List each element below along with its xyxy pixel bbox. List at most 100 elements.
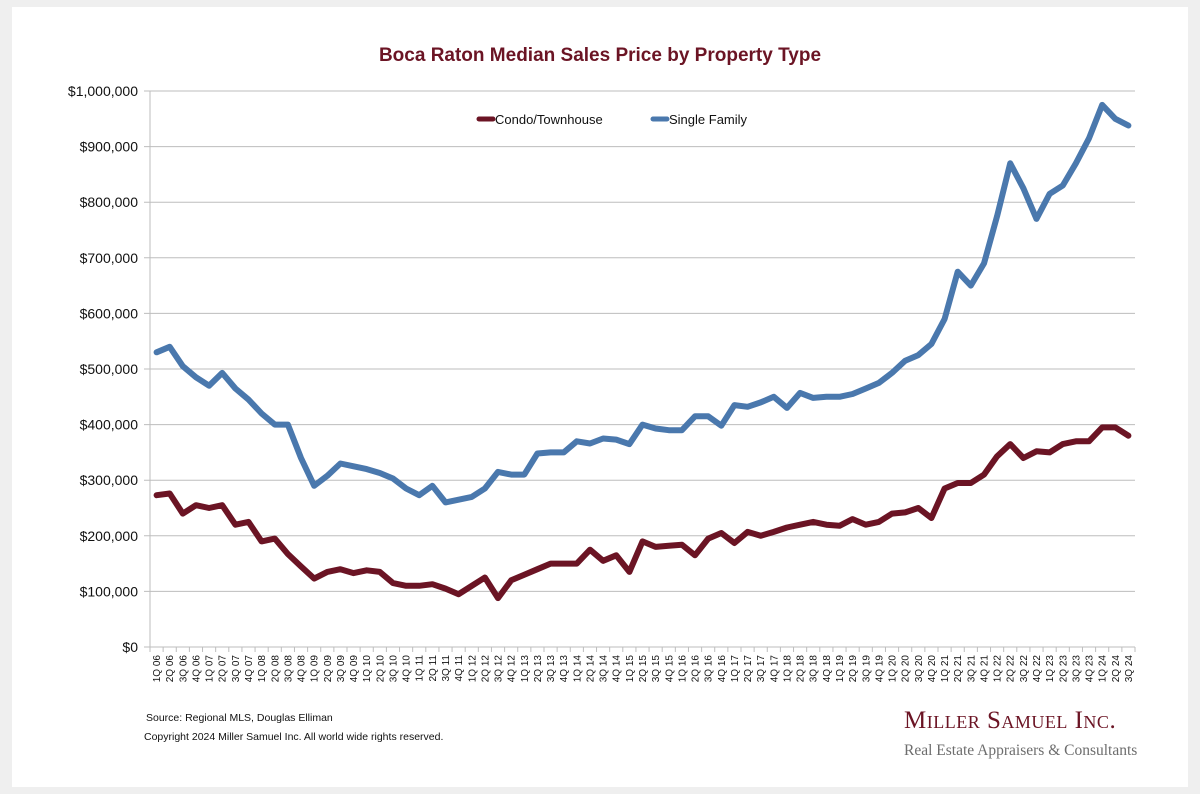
copyright-note: Copyright 2024 Miller Samuel Inc. All wo… — [144, 731, 444, 743]
x-tick-label: 1Q 20 — [888, 655, 899, 683]
x-tick-label: 4Q 07 — [244, 655, 255, 683]
x-tick-label: 4Q 19 — [874, 655, 885, 683]
x-tick-label: 2Q 21 — [953, 655, 964, 683]
x-tick-label: 1Q 23 — [1045, 655, 1056, 683]
x-tick-label: 4Q 18 — [822, 655, 833, 683]
x-tick-label: 4Q 16 — [717, 655, 728, 683]
x-tick-label: 2Q 20 — [901, 655, 912, 683]
x-tick-label: 2Q 11 — [428, 655, 439, 682]
x-tick-label: 3Q 24 — [1124, 655, 1135, 683]
y-tick-label: $100,000 — [80, 583, 139, 599]
x-tick-label: 1Q 13 — [520, 655, 531, 683]
x-tick-label: 4Q 15 — [664, 655, 675, 683]
x-tick-label: 2Q 17 — [743, 655, 754, 683]
legend-label: Single Family — [669, 112, 748, 127]
chart-frame — [12, 7, 1188, 787]
x-tick-label: 2Q 15 — [638, 655, 649, 683]
x-tick-label: 3Q 06 — [178, 655, 189, 683]
x-tick-label: 2Q 22 — [1006, 655, 1017, 683]
x-tick-label: 3Q 15 — [651, 655, 662, 683]
company-logo: Miller Samuel Inc. — [904, 707, 1117, 734]
legend-label: Condo/Townhouse — [495, 112, 603, 127]
x-tick-label: 4Q 23 — [1085, 655, 1096, 683]
x-tick-label: 2Q 10 — [375, 655, 386, 683]
source-note: Source: Regional MLS, Douglas Elliman — [146, 712, 333, 724]
gridlines — [144, 90, 1135, 648]
x-tick-label: 4Q 06 — [191, 655, 202, 683]
x-tick-label: 1Q 06 — [152, 655, 163, 683]
series-line-condo-townhouse — [153, 424, 1132, 602]
x-tick-label: 1Q 16 — [677, 655, 688, 683]
x-tick-label: 1Q 10 — [362, 655, 373, 683]
x-tick-label: 3Q 10 — [388, 655, 399, 683]
x-tick-label: 1Q 12 — [467, 655, 478, 683]
x-tick-label: 1Q 11 — [415, 655, 426, 682]
x-tick-label: 1Q 19 — [835, 655, 846, 683]
x-tick-label: 3Q 23 — [1071, 655, 1082, 683]
x-tick-label: 3Q 08 — [283, 655, 294, 683]
x-tick-label: 3Q 12 — [494, 655, 505, 683]
y-tick-label: $0 — [122, 639, 138, 655]
x-tick-label: 1Q 14 — [572, 655, 583, 683]
x-tick-label: 2Q 09 — [323, 655, 334, 683]
y-tick-label: $700,000 — [80, 250, 139, 266]
y-tick-label: $1,000,000 — [68, 83, 138, 99]
x-tick-label: 2Q 07 — [218, 655, 229, 683]
x-tick-label: 2Q 12 — [480, 655, 491, 683]
x-tick-label: 3Q 20 — [914, 655, 925, 683]
y-tick-label: $200,000 — [80, 528, 139, 544]
y-tick-label: $900,000 — [80, 139, 139, 155]
x-tick-label: 3Q 17 — [756, 655, 767, 683]
x-tick-label: 3Q 16 — [704, 655, 715, 683]
x-tick-label: 3Q 22 — [1019, 655, 1030, 683]
x-tick-label: 4Q 21 — [979, 655, 990, 683]
y-tick-label: $800,000 — [80, 194, 139, 210]
y-tick-label: $400,000 — [80, 417, 139, 433]
x-tick-label: 2Q 24 — [1111, 655, 1122, 683]
y-tick-label: $500,000 — [80, 361, 139, 377]
x-tick-label: 3Q 21 — [966, 655, 977, 683]
y-tick-label: $300,000 — [80, 472, 139, 488]
x-tick-label: 1Q 21 — [940, 655, 951, 683]
x-tick-label: 3Q 19 — [861, 655, 872, 683]
x-tick-label: 4Q 14 — [612, 655, 623, 683]
x-tick-label: 4Q 09 — [349, 655, 360, 683]
x-tick-label: 1Q 07 — [205, 655, 216, 683]
series-lines — [153, 101, 1132, 602]
x-tick-label: 2Q 06 — [165, 655, 176, 683]
x-tick-label: 1Q 08 — [257, 655, 268, 683]
x-tick-label: 1Q 22 — [993, 655, 1004, 683]
x-tick-label: 3Q 14 — [599, 655, 610, 683]
y-axis: $0 $100,000 $200,000 $300,000 $400,000 $500,0… — [68, 83, 151, 655]
x-tick-label: 2Q 19 — [848, 655, 859, 683]
legend: Condo/Townhouse Single Family — [476, 112, 748, 127]
x-tick-label: 1Q 15 — [625, 655, 636, 683]
x-axis: 1Q 06 2Q 06 3Q 06 4Q 06 1Q 07 2Q 07 3Q 07 4Q 07… — [149, 647, 1136, 683]
x-tick-label: 2Q 14 — [585, 655, 596, 683]
x-tick-label: 4Q 12 — [507, 655, 518, 683]
x-tick-label: 2Q 13 — [533, 655, 544, 683]
x-tick-label: 3Q 13 — [546, 655, 557, 683]
x-tick-label: 4Q 11 — [454, 655, 465, 682]
series-line-single-family — [153, 101, 1132, 506]
x-tick-label: 3Q 09 — [336, 655, 347, 683]
x-tick-label: 4Q 13 — [559, 655, 570, 683]
x-tick-label: 4Q 22 — [1032, 655, 1043, 683]
x-tick-label: 1Q 09 — [310, 655, 321, 683]
x-tick-label: 1Q 18 — [782, 655, 793, 683]
x-tick-label: 1Q 17 — [730, 655, 741, 683]
x-tick-label: 4Q 10 — [402, 655, 413, 683]
x-tick-label: 2Q 23 — [1058, 655, 1069, 683]
y-tick-label: $600,000 — [80, 305, 139, 321]
x-tick-label: 2Q 08 — [270, 655, 281, 683]
x-tick-label: 3Q 18 — [809, 655, 820, 683]
company-tagline: Real Estate Appraisers & Consultants — [904, 742, 1138, 759]
x-tick-label: 2Q 18 — [796, 655, 807, 683]
x-tick-label: 1Q 24 — [1098, 655, 1109, 683]
x-tick-label: 4Q 20 — [927, 655, 938, 683]
chart-title: Boca Raton Median Sales Price by Propert… — [378, 45, 822, 66]
x-tick-label: 4Q 17 — [769, 655, 780, 683]
x-tick-label: 4Q 08 — [297, 655, 308, 683]
x-tick-label: 3Q 11 — [441, 655, 452, 682]
